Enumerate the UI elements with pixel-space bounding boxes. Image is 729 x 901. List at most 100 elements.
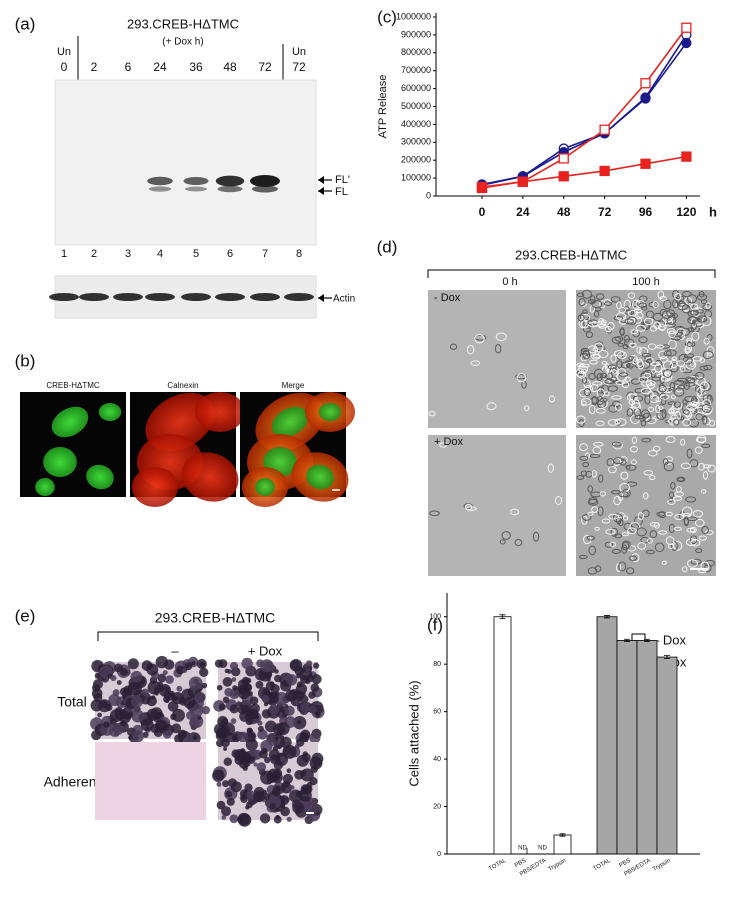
colony xyxy=(216,684,223,691)
y-axis-label: ATP Release xyxy=(377,75,389,139)
cell xyxy=(582,514,592,521)
bracket xyxy=(97,631,319,641)
cell xyxy=(626,408,634,417)
cell xyxy=(686,559,698,568)
cell xyxy=(620,361,631,369)
x-axis-label: h xyxy=(709,204,717,219)
band xyxy=(145,293,175,301)
cell xyxy=(627,310,639,317)
cell xyxy=(615,335,624,342)
cell xyxy=(643,372,652,378)
colony xyxy=(229,661,239,671)
colony xyxy=(199,667,209,677)
y-tick-label: 500000 xyxy=(401,101,431,111)
cell xyxy=(638,302,647,308)
lane-header: 24 xyxy=(153,60,167,74)
cell xyxy=(670,394,676,400)
cytoplasm xyxy=(195,392,245,432)
cell xyxy=(619,380,630,386)
cell xyxy=(632,395,644,402)
band xyxy=(217,185,243,193)
colony xyxy=(245,738,258,751)
cell xyxy=(632,357,639,365)
cell xyxy=(670,481,676,490)
colony xyxy=(264,756,271,764)
cell xyxy=(629,342,637,348)
colony xyxy=(222,676,233,687)
colony xyxy=(222,780,230,788)
colony xyxy=(171,723,182,734)
cell xyxy=(666,328,676,335)
cell xyxy=(668,339,677,350)
cell xyxy=(702,415,708,425)
colony xyxy=(189,717,200,729)
cell xyxy=(610,296,621,303)
colony xyxy=(194,692,205,703)
cytoplasm xyxy=(132,467,178,507)
bar xyxy=(553,834,572,855)
cell xyxy=(686,404,697,411)
cell xyxy=(516,372,527,383)
colony xyxy=(146,695,157,707)
cell xyxy=(689,303,699,310)
cell xyxy=(662,310,672,320)
x-tick-label: 96 xyxy=(639,205,653,219)
cell xyxy=(688,407,695,414)
cell xyxy=(683,353,695,359)
cell xyxy=(614,533,623,539)
nucleus xyxy=(271,406,309,438)
colony xyxy=(263,792,271,800)
nucleus xyxy=(86,464,114,490)
cell xyxy=(629,522,640,532)
marker xyxy=(517,176,529,187)
cell xyxy=(605,528,616,535)
cell xyxy=(611,548,621,554)
panel-label: (f) xyxy=(427,615,443,634)
cell xyxy=(679,365,686,372)
nucleus xyxy=(306,464,334,490)
colony xyxy=(223,746,228,751)
cell xyxy=(579,455,589,461)
cell xyxy=(594,342,604,353)
colony xyxy=(237,731,249,743)
cell xyxy=(576,475,585,480)
colony xyxy=(285,674,298,686)
colony xyxy=(266,772,274,780)
cell xyxy=(697,315,708,323)
cell xyxy=(578,298,586,307)
cell xyxy=(626,362,634,369)
cell xyxy=(624,376,631,382)
cell xyxy=(641,353,652,358)
colony xyxy=(259,813,271,824)
cell xyxy=(671,402,683,410)
colony xyxy=(237,812,251,826)
column-label: 100 h xyxy=(632,276,660,288)
cell xyxy=(577,314,585,322)
cell xyxy=(699,365,709,371)
cell xyxy=(690,558,702,565)
cell xyxy=(630,301,638,308)
colony xyxy=(311,674,322,685)
cell xyxy=(670,541,678,552)
cell xyxy=(685,496,697,503)
colony xyxy=(167,692,176,701)
band xyxy=(215,175,245,187)
bar xyxy=(616,640,638,855)
cell xyxy=(703,364,713,371)
cell xyxy=(607,465,617,474)
colony xyxy=(255,680,264,689)
cell xyxy=(666,309,676,318)
bar xyxy=(493,616,512,855)
cell xyxy=(670,359,678,369)
colony xyxy=(300,729,311,740)
panel-label: (b) xyxy=(15,351,36,370)
cell xyxy=(597,506,604,517)
colony xyxy=(285,689,298,702)
cell xyxy=(704,559,715,567)
colony xyxy=(299,770,307,777)
cell xyxy=(654,363,663,373)
cell xyxy=(677,384,686,390)
cell xyxy=(640,323,650,329)
colony xyxy=(216,727,227,739)
